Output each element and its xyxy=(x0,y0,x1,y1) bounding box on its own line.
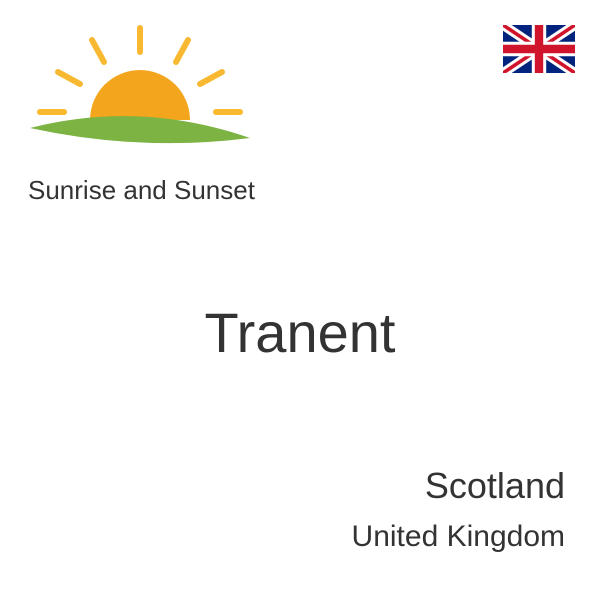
logo-container: Sunrise and Sunset xyxy=(20,20,280,206)
logo-text: Sunrise and Sunset xyxy=(28,175,280,206)
place-name: Tranent xyxy=(0,300,600,365)
country-name: United Kingdom xyxy=(352,520,565,554)
sunrise-logo-icon xyxy=(20,20,260,170)
uk-flag-icon xyxy=(503,25,575,73)
region-name: Scotland xyxy=(425,465,565,507)
